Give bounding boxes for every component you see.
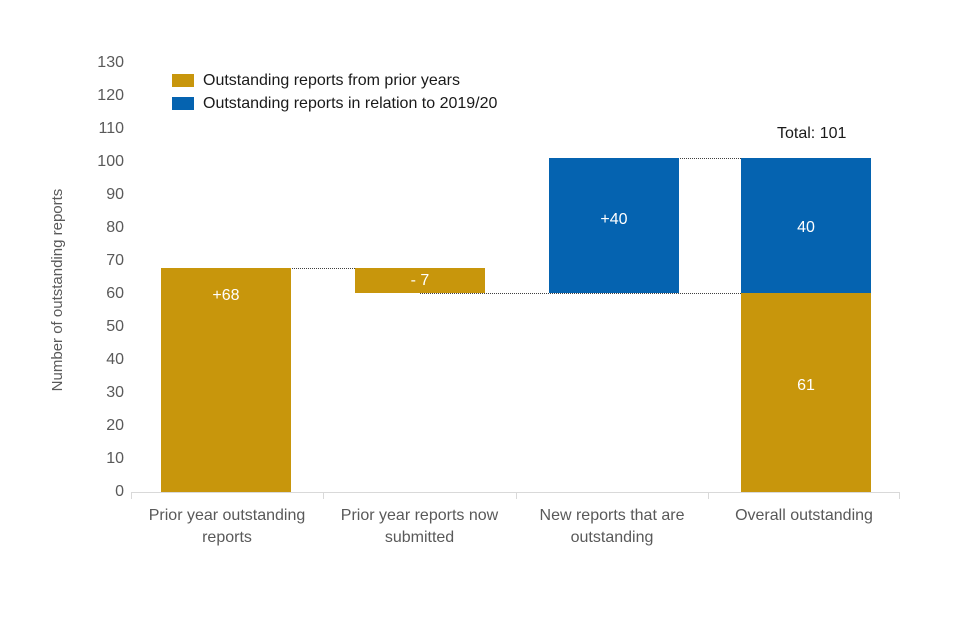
legend: Outstanding reports from prior years Out… <box>172 70 497 116</box>
bar-label-1: +68 <box>212 287 240 304</box>
x-axis-tick-2 <box>516 492 517 499</box>
legend-item-prior-years[interactable]: Outstanding reports from prior years <box>172 70 497 91</box>
x-category-label-2: Prior year reports now submitted <box>323 505 516 549</box>
legend-swatch-gold-icon <box>172 74 194 87</box>
x-axis-tick-0 <box>131 492 132 499</box>
x-category-label-3-line2: outstanding <box>570 529 654 546</box>
x-category-label-1-line2: reports <box>202 529 252 546</box>
bar-label-2: - 7 <box>410 272 430 289</box>
total-annotation: Total: 101 <box>777 125 847 142</box>
x-category-label-4: Overall outstanding <box>708 505 900 527</box>
y-axis-tick-labels: 130 120 110 100 90 80 70 60 50 40 30 20 … <box>80 0 124 640</box>
y-tick-30: 30 <box>106 384 124 401</box>
x-axis-line <box>131 492 900 493</box>
y-tick-90: 90 <box>106 186 124 203</box>
legend-item-current-year[interactable]: Outstanding reports in relation to 2019/… <box>172 93 497 114</box>
bar-new-reports-that-are-outstanding[interactable]: +40 <box>549 158 679 293</box>
x-category-label-1-line1: Prior year outstanding <box>148 507 306 524</box>
y-tick-70: 70 <box>106 252 124 269</box>
y-tick-100: 100 <box>97 153 124 170</box>
x-category-label-1: Prior year outstanding reports <box>131 505 323 549</box>
x-category-label-3-line1: New reports that are <box>539 507 685 524</box>
bar-prior-year-reports-now-submitted[interactable]: - 7 <box>355 268 485 293</box>
legend-swatch-blue-icon <box>172 97 194 110</box>
bar-overall-outstanding-prior-years[interactable]: 61 <box>741 293 871 492</box>
y-tick-10: 10 <box>106 450 124 467</box>
x-axis-tick-1 <box>323 492 324 499</box>
legend-label-prior-years: Outstanding reports from prior years <box>203 71 460 89</box>
x-axis-tick-3 <box>708 492 709 499</box>
bar-label-4-gold: 61 <box>797 377 815 394</box>
y-tick-110: 110 <box>98 120 124 137</box>
bar-label-4-blue: 40 <box>797 219 815 236</box>
connector-line-61 <box>420 293 741 294</box>
bar-label-3: +40 <box>600 211 628 228</box>
bar-prior-year-outstanding-reports[interactable]: +68 <box>161 268 291 492</box>
y-tick-130: 130 <box>97 54 124 71</box>
x-category-label-2-line2: submitted <box>384 529 455 546</box>
x-category-label-3: New reports that are outstanding <box>516 505 708 549</box>
legend-label-current-year: Outstanding reports in relation to 2019/… <box>203 94 498 112</box>
y-tick-40: 40 <box>106 351 124 368</box>
y-axis-title: Number of outstanding reports <box>49 188 66 392</box>
y-tick-60: 60 <box>106 285 124 302</box>
x-axis-tick-4 <box>899 492 900 499</box>
x-category-label-4-line1: Overall outstanding <box>735 507 873 524</box>
y-tick-0: 0 <box>115 483 124 500</box>
bar-overall-outstanding-current-year[interactable]: 40 <box>741 158 871 293</box>
y-tick-80: 80 <box>106 219 124 236</box>
x-category-label-2-line1: Prior year reports now <box>340 507 499 524</box>
y-tick-20: 20 <box>106 417 124 434</box>
y-tick-50: 50 <box>106 318 124 335</box>
y-tick-120: 120 <box>97 87 124 104</box>
